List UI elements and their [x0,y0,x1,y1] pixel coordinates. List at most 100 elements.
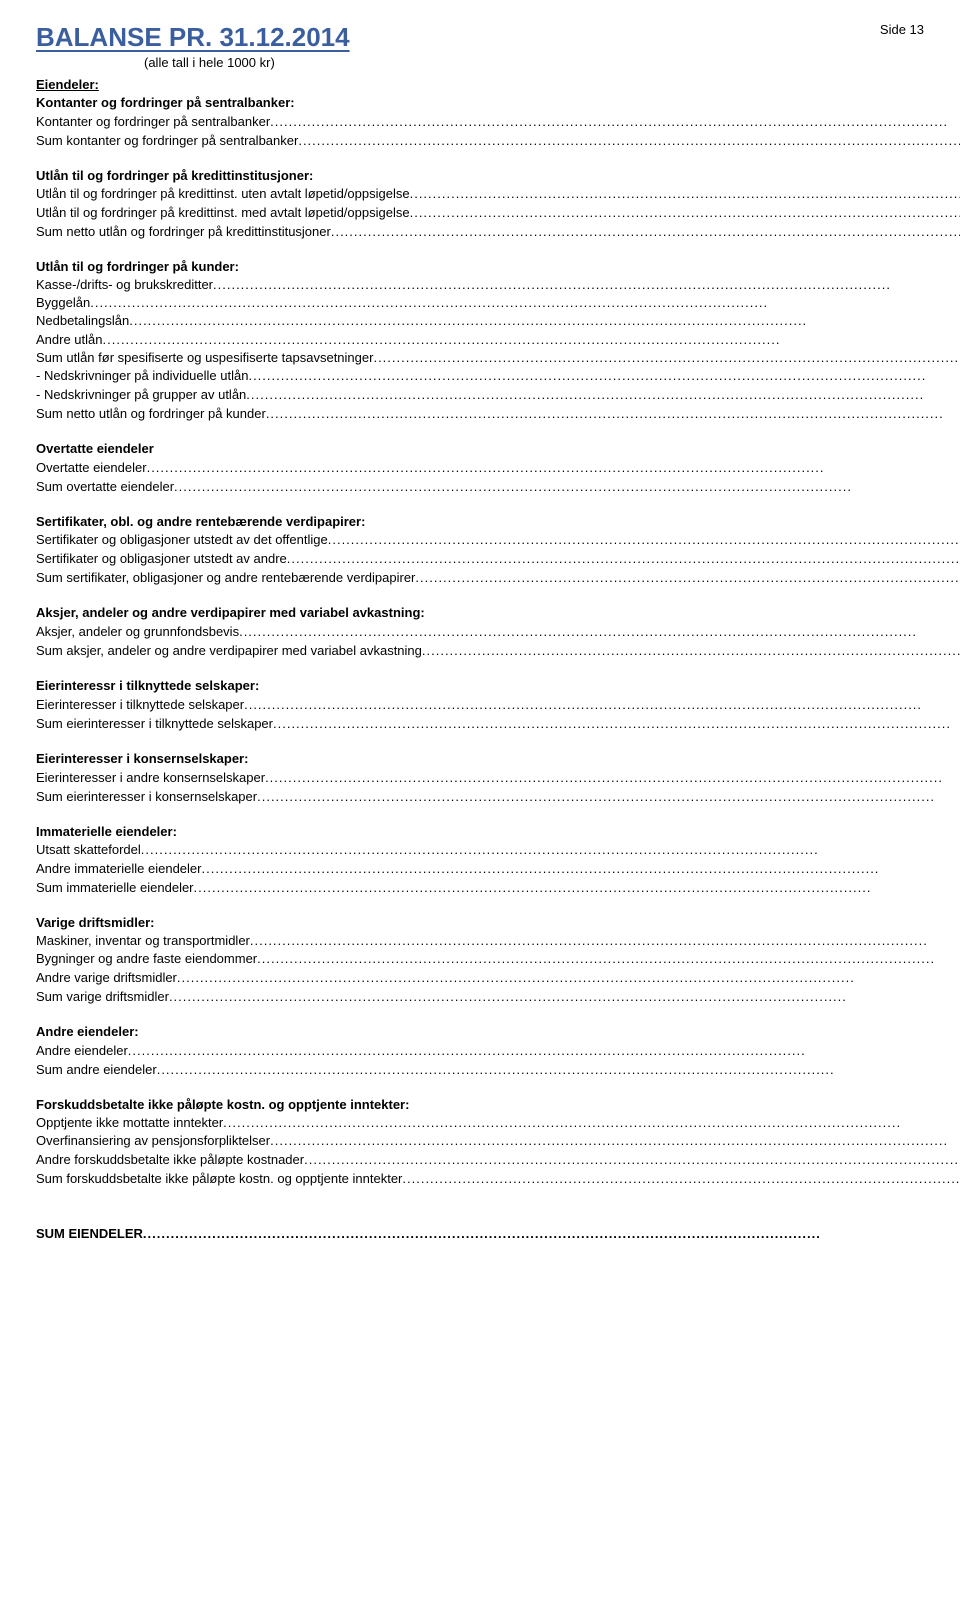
row-label: Kontanter og fordringer på sentralbanker [36,114,270,129]
section-title: Overtatte eiendeler [36,440,960,458]
table-row: Byggelån103.63470.663 [36,294,960,312]
grand-total-row: SUM EIENDELER 5.455.564 5.141.343 [36,1222,960,1242]
table-row: Bygninger og andre faste eiendommer96.18… [36,950,960,968]
section-title-text: Utlån til og fordringer på kredittinstit… [36,167,960,185]
table-row: Utlån til og fordringer på kredittinst. … [36,185,960,203]
row-label: Andre forskuddsbetalte ikke påløpte kost… [36,1152,304,1167]
row-label: Overtatte eiendeler [36,460,147,475]
grand-total-label: SUM EIENDELER [36,1226,143,1241]
row-label: Sum andre eiendeler [36,1062,157,1077]
row-label: Sum netto utlån og fordringer på kreditt… [36,224,331,239]
section-title: Kontanter og fordringer på sentralbanker… [36,94,960,112]
table-row: Sum forskuddsbetalte ikke påløpte kostn.… [36,1168,960,1187]
row-label: Sum netto utlån og fordringer på kunder [36,406,266,421]
row-label: Andre immaterielle eiendeler [36,861,201,876]
table-row: Andre utlån00 [36,330,960,349]
table-row: Andre immaterielle eiendeler95.1823.988 [36,859,960,878]
row-label: Sum varige driftsmidler [36,989,169,1004]
row-label: Kasse-/drifts- og brukskreditter [36,277,213,292]
row-label: Sum eierinteresser i konsernselskaper [36,789,257,804]
row-label: Andre varige driftsmidler [36,970,177,985]
table-row: Sum andre eiendeler7786 [36,1059,960,1078]
page-title: BALANSE PR. 31.12.2014 [36,22,350,53]
row-label: Andre utlån [36,332,103,347]
table-row: Sum aksjer, andeler og andre verdipapire… [36,640,960,659]
row-label: Maskiner, inventar og transportmidler [36,933,250,948]
row-label: Byggelån [36,295,90,310]
page-number: Side 13 [880,22,924,37]
section-title-text: Kontanter og fordringer på sentralbanker… [36,94,960,112]
row-label: Sum immaterielle eiendeler [36,880,194,895]
table-row: Sum netto utlån og fordringer på kreditt… [36,221,960,240]
row-label: Eierinteresser i tilknyttede selskaper [36,697,244,712]
row-label: - Nedskrivninger på grupper av utlån [36,387,246,402]
table-row: Maskiner, inventar og transportmidler91.… [36,932,960,950]
row-label: - Nedskrivninger på individuelle utlån [36,368,248,383]
table-row: Kontanter og fordringer på sentralbanker… [36,112,960,131]
table-row: Eierinteresser i tilknyttede selskaper61… [36,695,960,714]
table-header: Eiendeler: Note: 31.12.2014 31.12.2013 [36,75,960,94]
section-title-text: Eierinteressr i tilknyttede selskaper: [36,677,960,695]
row-label: Sum kontanter og fordringer på sentralba… [36,133,298,148]
table-row: Sum eierinteresser i konsernselskaper174… [36,786,960,805]
table-row: Utlån til og fordringer på kredittinst. … [36,203,960,222]
table-row: Sum kontanter og fordringer på sentralba… [36,130,960,149]
section-title-text: Aksjer, andeler og andre verdipapirer me… [36,604,960,622]
row-label: Utlån til og fordringer på kredittinst. … [36,186,410,201]
table-row: Overfinansiering av pensjonsforpliktelse… [36,1132,960,1150]
row-label: Overfinansiering av pensjonsforpliktelse… [36,1133,270,1148]
section-title-text: Immaterielle eiendeler: [36,823,960,841]
section-title: Andre eiendeler: [36,1023,960,1041]
table-row: Kasse-/drifts- og brukskreditter1.108.74… [36,276,960,294]
table-row: Opptjente ikke mottatte inntekter9.4309.… [36,1114,960,1132]
subtitle: (alle tall i hele 1000 kr) [144,55,924,70]
section-title-text: Andre eiendeler: [36,1023,960,1041]
balance-table: Eiendeler: Note: 31.12.2014 31.12.2013 K… [36,74,960,1244]
header-assets: Eiendeler: [36,75,960,94]
row-label: Utsatt skattefordel [36,842,141,857]
table-row: Sum utlån før spesifiserte og uspesifise… [36,348,960,367]
section-title: Immaterielle eiendeler: [36,823,960,841]
section-title: Varige driftsmidler: [36,914,960,932]
table-row: Aksjer, andeler og grunnfondsbevis681.32… [36,622,960,641]
section-title: Eierinteressr i tilknyttede selskaper: [36,677,960,695]
table-row: Sum sertifikater, obligasjoner og andre … [36,567,960,586]
table-row: - Nedskrivninger på grupper av utlån2-13… [36,385,960,404]
section-title: Aksjer, andeler og andre verdipapirer me… [36,604,960,622]
table-row: Sum immaterielle eiendeler7.2976.194 [36,877,960,896]
section-title: Utlån til og fordringer på kunder: [36,258,960,276]
row-label: Eierinteresser i andre konsernselskaper [36,770,265,785]
section-title-text: Varige driftsmidler: [36,914,960,932]
row-label: Sum aksjer, andeler og andre verdipapire… [36,643,422,658]
table-row: Sertifikater og obligasjoner utstedt av … [36,531,960,549]
table-row: Sum netto utlån og fordringer på kunder4… [36,403,960,422]
row-label: Nedbetalingslån [36,313,129,328]
row-label: Sertifikater og obligasjoner utstedt av … [36,532,328,547]
section-title-text: Overtatte eiendeler [36,440,960,458]
section-title: Utlån til og fordringer på kredittinstit… [36,167,960,185]
row-label: Sum eierinteresser i tilknyttede selskap… [36,716,273,731]
section-title-text: Sertifikater, obl. og andre rentebærende… [36,513,960,531]
row-label: Sum sertifikater, obligasjoner og andre … [36,570,415,585]
table-row: Overtatte eiendeler22002.650 [36,458,960,477]
row-label: Aksjer, andeler og grunnfondsbevis [36,624,239,639]
row-label: Sum forskuddsbetalte ikke påløpte kostn.… [36,1171,402,1186]
section-title-text: Eierinteresser i konsernselskaper: [36,750,960,768]
row-label: Utlån til og fordringer på kredittinst. … [36,205,410,220]
table-row: - Nedskrivninger på individuelle utlån2-… [36,367,960,385]
row-label: Sum utlån før spesifiserte og uspesifise… [36,350,373,365]
table-row: Andre eiendeler7786 [36,1041,960,1060]
section-title: Forskuddsbetalte ikke påløpte kostn. og … [36,1096,960,1114]
section-title-text: Utlån til og fordringer på kunder: [36,258,960,276]
table-row: Nedbetalingslån3.589.5803.401.769 [36,312,960,330]
row-label: Andre eiendeler [36,1043,128,1058]
table-row: Sum overtatte eiendeler2002.650 [36,476,960,495]
section-title-text: Forskuddsbetalte ikke påløpte kostn. og … [36,1096,960,1114]
table-row: Sum eierinteresser i tilknyttede selskap… [36,713,960,732]
table-row: Sum varige driftsmidler8.6979.302 [36,986,960,1005]
row-label: Bygninger og andre faste eiendommer [36,951,257,966]
table-row: Eierinteresser i andre konsernselskaper6… [36,768,960,787]
row-label: Opptjente ikke mottatte inntekter [36,1115,223,1130]
row-label: Sum overtatte eiendeler [36,479,174,494]
table-row: Andre varige driftsmidler91.2541.339 [36,968,960,987]
